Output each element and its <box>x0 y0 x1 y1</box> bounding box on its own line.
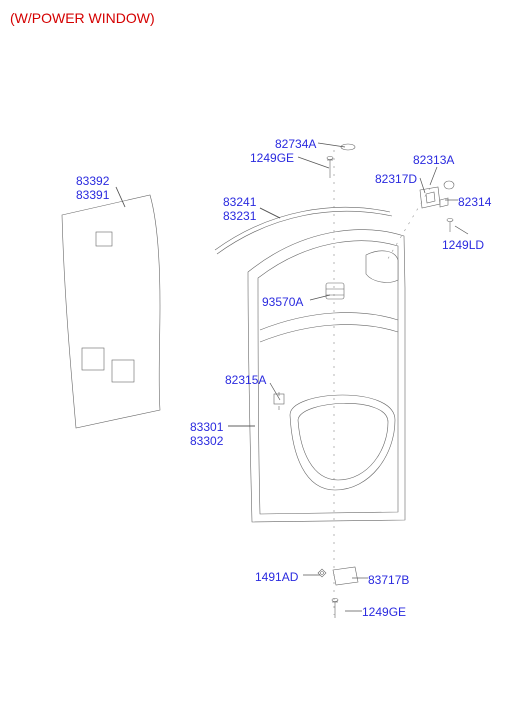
diagram-title: (W/POWER WINDOW) <box>10 10 155 26</box>
part-label-1249LD: 1249LD <box>442 238 484 252</box>
part-label-93570A: 93570A <box>262 295 303 309</box>
part-label-82315A: 82315A <box>225 373 266 387</box>
part-label-82313A: 82313A <box>413 153 454 167</box>
part-label-83301: 83301 <box>190 420 223 434</box>
part-label-83717B: 83717B <box>368 573 409 587</box>
part-label-82314: 82314 <box>458 195 491 209</box>
part-label-1491AD: 1491AD <box>255 570 298 584</box>
part-label-1249GE_bot: 1249GE <box>362 605 406 619</box>
part-label-83391: 83391 <box>76 188 109 202</box>
part-label-83241: 83241 <box>223 195 256 209</box>
part-label-82317D: 82317D <box>375 172 417 186</box>
part-label-82734A: 82734A <box>275 137 316 151</box>
part-label-83231: 83231 <box>223 209 256 223</box>
part-label-1249GE_top: 1249GE <box>250 151 294 165</box>
part-label-83392: 83392 <box>76 174 109 188</box>
part-label-83302: 83302 <box>190 434 223 448</box>
